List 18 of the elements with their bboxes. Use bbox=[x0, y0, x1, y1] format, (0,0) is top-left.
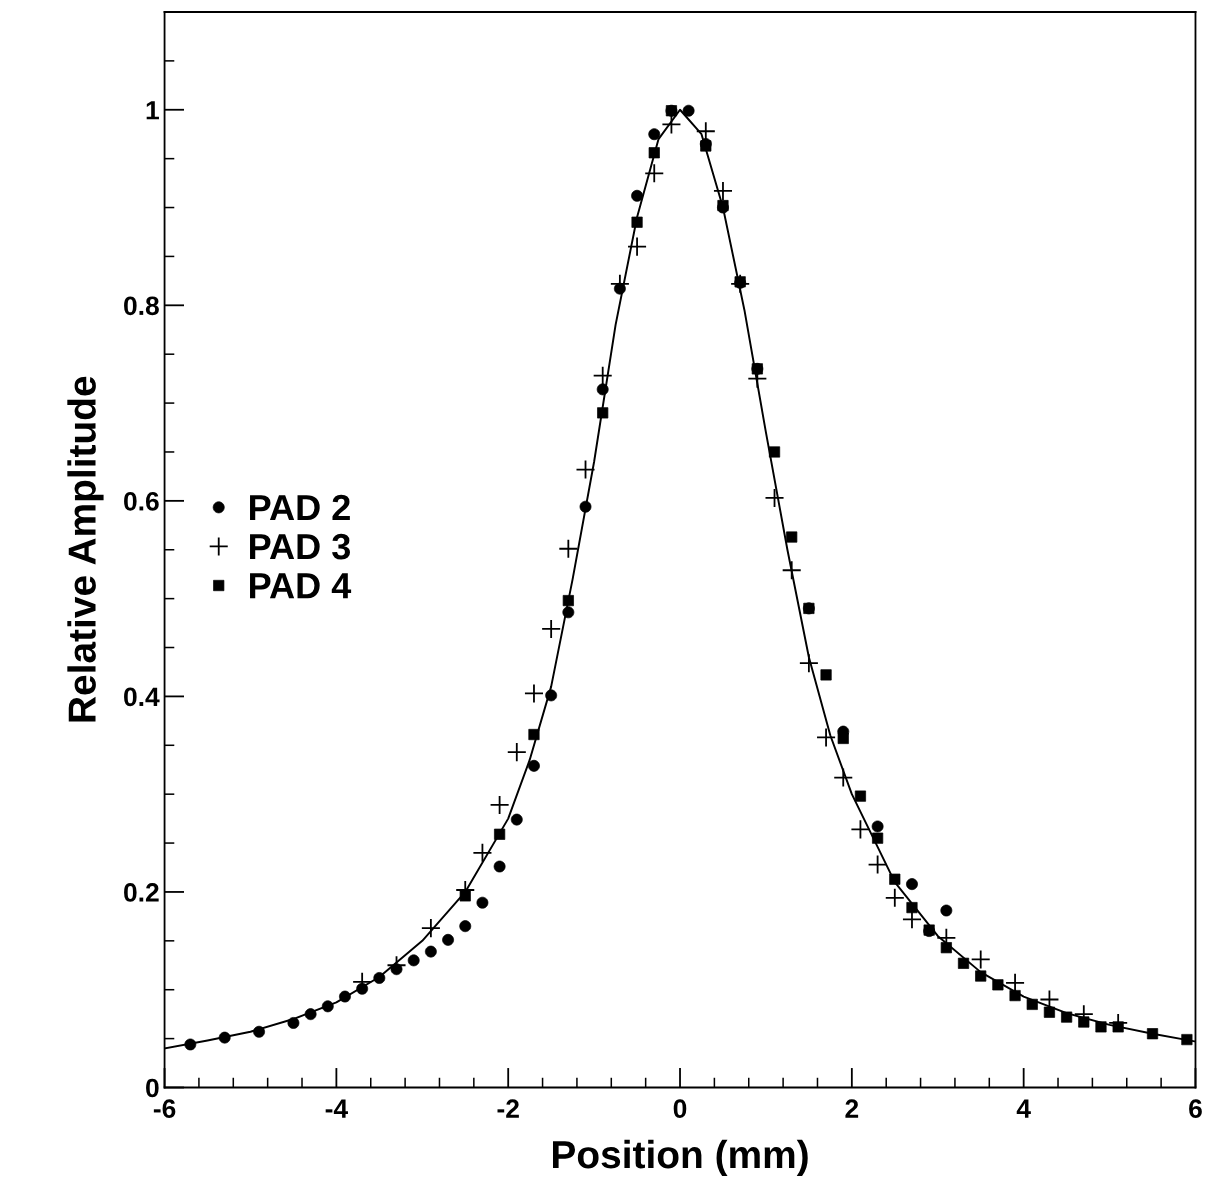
x-tick-label: 4 bbox=[1016, 1099, 1031, 1118]
y-tick-label: 0.6 bbox=[124, 491, 159, 511]
x-axis-title: Position (mm) bbox=[553, 1139, 808, 1177]
x-tick-label: 2 bbox=[845, 1099, 859, 1118]
x-tick-label: -4 bbox=[325, 1099, 348, 1118]
y-axis-title: Relative Amplitude bbox=[67, 376, 104, 722]
x-tick-label: -2 bbox=[497, 1099, 519, 1118]
x-tick-label: 6 bbox=[1189, 1099, 1202, 1118]
x-tick-label: -6 bbox=[153, 1099, 176, 1118]
legend-label: PAD 3 bbox=[250, 533, 351, 560]
y-tick-label: 0.8 bbox=[124, 296, 159, 316]
legend-label: PAD 4 bbox=[250, 573, 352, 599]
y-tick-label: 0.4 bbox=[124, 687, 160, 707]
y-tick-label: 1 bbox=[146, 101, 159, 120]
y-tick-label: 0.2 bbox=[124, 883, 159, 902]
y-tick-label: 0 bbox=[146, 1078, 159, 1098]
legend-label: PAD 2 bbox=[250, 494, 350, 520]
x-tick-label: 0 bbox=[673, 1099, 687, 1118]
